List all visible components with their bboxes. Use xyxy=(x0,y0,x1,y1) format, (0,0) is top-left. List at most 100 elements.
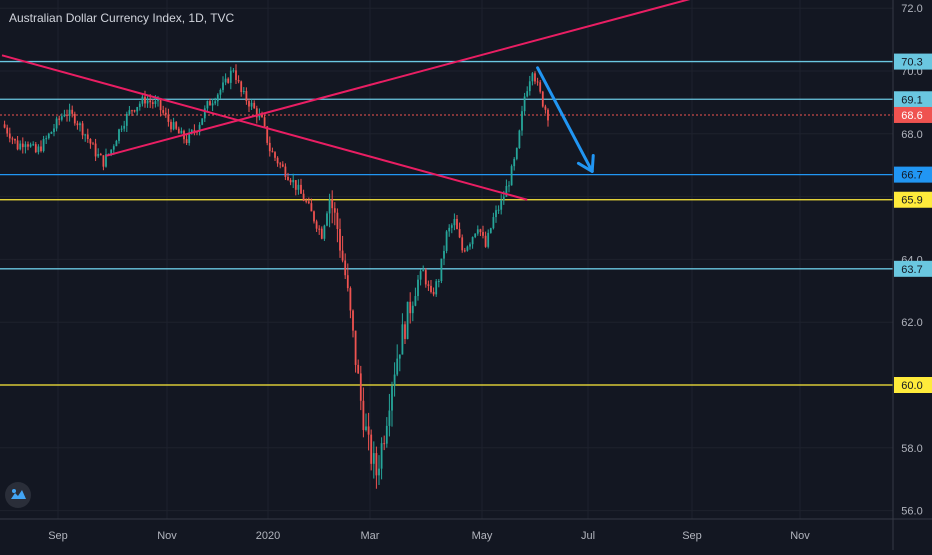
projection-arrow[interactable] xyxy=(536,66,595,173)
candle xyxy=(219,88,222,99)
candle-body xyxy=(71,109,74,114)
candle-body xyxy=(271,151,274,153)
trendline-resistance-falling[interactable] xyxy=(1,54,528,201)
candle-body xyxy=(203,108,206,119)
candle xyxy=(201,118,204,126)
candle xyxy=(60,113,63,122)
candle-body xyxy=(318,228,321,230)
candle-body xyxy=(445,231,448,251)
candle xyxy=(492,212,495,230)
candle-body xyxy=(11,138,14,140)
candle xyxy=(443,245,445,266)
candle-body xyxy=(346,275,349,289)
candle xyxy=(305,198,308,204)
candle xyxy=(133,109,136,113)
price-badge-68.6 xyxy=(894,106,932,123)
candle xyxy=(89,138,92,149)
candle-body xyxy=(60,116,63,120)
candle xyxy=(518,129,521,149)
x-tick-label: Sep xyxy=(682,530,702,542)
candle-body xyxy=(307,201,310,204)
candle-body xyxy=(45,138,48,140)
arrow-shaft xyxy=(536,66,594,173)
candle-body xyxy=(81,123,84,136)
candle-body xyxy=(398,354,401,359)
candle-body xyxy=(19,143,22,150)
candle xyxy=(388,393,391,437)
candle xyxy=(500,194,503,215)
tradingview-logo-icon[interactable] xyxy=(5,482,31,508)
price-badge-63.7 xyxy=(894,260,932,277)
candle-body xyxy=(541,91,544,107)
candle-body xyxy=(216,94,219,102)
candle-body xyxy=(97,154,100,157)
candle-body xyxy=(112,146,115,150)
candle-body xyxy=(359,373,362,401)
candle-body xyxy=(471,237,474,245)
candle xyxy=(435,279,438,297)
candle xyxy=(331,190,334,224)
candle xyxy=(341,235,344,263)
y-tick-label: 72.0 xyxy=(901,3,922,15)
candle-body xyxy=(102,155,105,167)
candle xyxy=(487,229,490,249)
candle xyxy=(292,173,295,189)
candle xyxy=(526,86,529,98)
candle-body xyxy=(159,100,162,111)
candle xyxy=(224,73,227,86)
candle xyxy=(159,99,162,117)
candle xyxy=(336,208,339,243)
candle-body xyxy=(268,142,271,152)
candle-body xyxy=(339,228,341,251)
candle xyxy=(14,138,16,144)
x-tick-label: 2020 xyxy=(256,530,280,542)
candle-body xyxy=(227,78,230,83)
candle-body xyxy=(323,225,326,239)
candle-body xyxy=(14,138,16,141)
candle xyxy=(450,223,453,234)
candle xyxy=(71,105,74,118)
candle xyxy=(24,141,27,154)
candle-body xyxy=(380,443,383,469)
candle-body xyxy=(326,213,328,226)
candle-body xyxy=(131,110,133,112)
candle-body xyxy=(177,128,180,134)
candle-body xyxy=(372,453,375,464)
candle xyxy=(541,90,544,108)
candle xyxy=(47,132,50,140)
candle-body xyxy=(8,133,11,139)
candle xyxy=(521,105,523,136)
candle xyxy=(463,247,466,253)
candle xyxy=(422,265,425,272)
candle-body xyxy=(435,281,438,295)
candle xyxy=(284,163,287,180)
x-tick-label: Nov xyxy=(157,530,177,542)
candle-body xyxy=(404,324,406,339)
candle-body xyxy=(469,244,471,247)
candle xyxy=(97,148,100,158)
candle xyxy=(323,224,326,241)
y-tick-label: 56.0 xyxy=(901,506,922,518)
candle-body xyxy=(58,118,61,120)
candle-body xyxy=(190,130,193,133)
candle xyxy=(406,301,409,340)
candle xyxy=(515,147,518,161)
candle xyxy=(198,122,201,136)
candle xyxy=(177,126,180,134)
candle-body xyxy=(396,358,399,375)
candle-body xyxy=(515,148,518,159)
candle xyxy=(411,301,414,322)
price-badge-label: 60.0 xyxy=(901,380,922,392)
trendline-support-rising[interactable] xyxy=(105,0,691,157)
candle-body xyxy=(146,100,149,104)
candle-body xyxy=(341,250,344,261)
y-tick-label: 58.0 xyxy=(901,443,922,455)
candle xyxy=(287,172,289,181)
candle-body xyxy=(27,144,29,147)
candle xyxy=(510,164,513,186)
candle-body xyxy=(120,128,123,130)
grid-layer xyxy=(0,0,893,519)
candle xyxy=(16,136,19,151)
price-badge-60.0 xyxy=(894,377,932,393)
